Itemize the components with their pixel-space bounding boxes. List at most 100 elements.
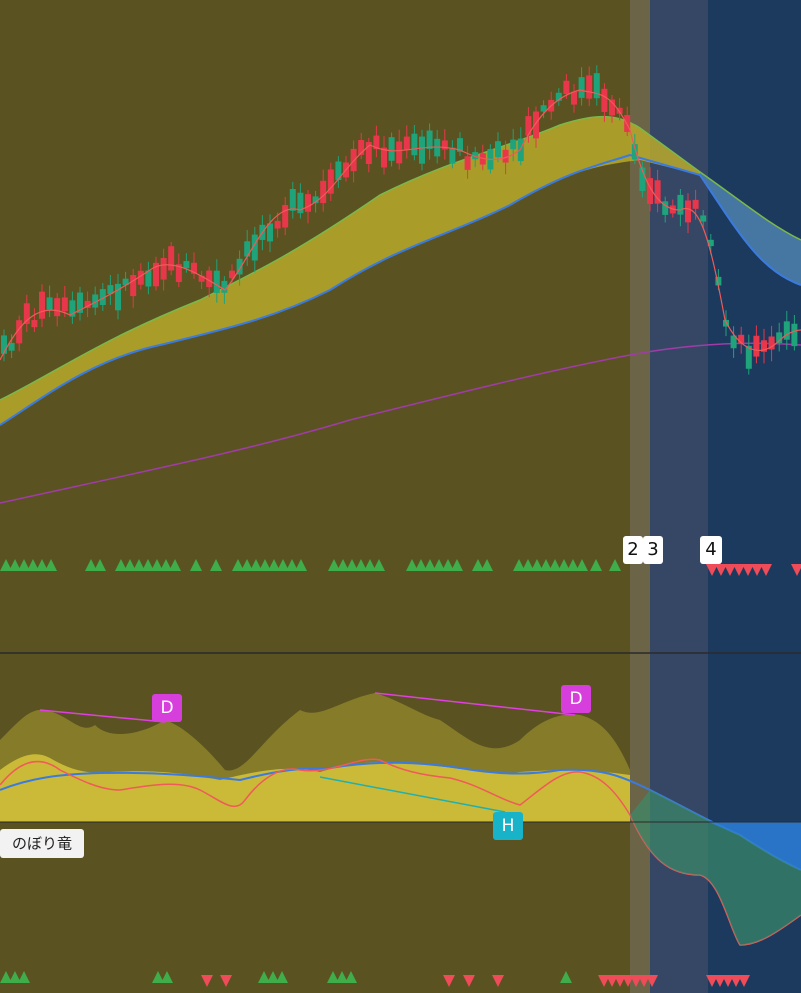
candle-body bbox=[388, 137, 395, 161]
candle-body bbox=[738, 334, 745, 344]
indicator-box bbox=[0, 829, 84, 858]
signal-up bbox=[522, 559, 534, 571]
candle-body bbox=[84, 300, 91, 308]
candle-body bbox=[122, 278, 129, 286]
signal-down bbox=[622, 975, 634, 987]
signal-up bbox=[115, 559, 127, 571]
candle-body bbox=[563, 80, 570, 94]
signal-up bbox=[277, 559, 289, 571]
signal-up bbox=[276, 971, 288, 983]
ma-blue bbox=[0, 153, 801, 426]
candle-body bbox=[327, 169, 334, 194]
signal-up bbox=[286, 559, 298, 571]
candle-body bbox=[244, 241, 251, 257]
signal-down bbox=[722, 975, 734, 987]
signal-down bbox=[492, 975, 504, 987]
candle-body bbox=[783, 321, 790, 340]
signal-down bbox=[742, 564, 754, 576]
candle-body bbox=[609, 99, 615, 116]
signal-up bbox=[142, 559, 154, 571]
signal-up bbox=[18, 971, 30, 983]
signal-up bbox=[424, 559, 436, 571]
candle-body bbox=[662, 201, 669, 215]
signal-up bbox=[133, 559, 145, 571]
candle-body bbox=[525, 116, 532, 136]
signal-up bbox=[160, 559, 172, 571]
oscillator-blue bbox=[0, 761, 801, 871]
candle-body bbox=[130, 275, 137, 297]
marker-label: 4 bbox=[705, 539, 716, 560]
candle-body bbox=[153, 262, 159, 287]
candle-body bbox=[677, 194, 684, 215]
candle-body bbox=[601, 88, 608, 112]
signal-down bbox=[751, 564, 763, 576]
candle-body bbox=[115, 283, 121, 311]
candle-body bbox=[297, 192, 304, 214]
candle-body bbox=[1, 335, 7, 354]
candle-body bbox=[396, 141, 403, 164]
signal-up bbox=[258, 971, 270, 983]
candle-body bbox=[571, 91, 577, 105]
candle-body bbox=[707, 239, 714, 247]
candle-body bbox=[137, 270, 144, 285]
candle-body bbox=[213, 270, 220, 293]
cloud-band-down bbox=[700, 172, 801, 285]
candle-body bbox=[175, 264, 182, 283]
candle-body bbox=[791, 323, 798, 347]
signal-down bbox=[598, 975, 610, 987]
signal-up bbox=[259, 559, 271, 571]
signal-up bbox=[355, 559, 367, 571]
candle-body bbox=[776, 332, 783, 343]
candle-body bbox=[692, 199, 699, 209]
signal-up bbox=[336, 971, 348, 983]
candle-body bbox=[274, 220, 281, 229]
signal-up bbox=[124, 559, 136, 571]
candle-body bbox=[198, 275, 205, 282]
candle-body bbox=[107, 285, 114, 295]
candle-body bbox=[631, 144, 638, 160]
candle-body bbox=[593, 73, 600, 99]
signal-up bbox=[267, 971, 279, 983]
signal-down bbox=[614, 975, 626, 987]
divergence-line bbox=[319, 776, 506, 813]
signal-up bbox=[406, 559, 418, 571]
signal-row bbox=[0, 559, 801, 576]
candle-body bbox=[61, 297, 68, 312]
candle-body bbox=[183, 261, 190, 269]
signal-up bbox=[161, 971, 173, 983]
signal-up bbox=[373, 559, 385, 571]
candle-body bbox=[403, 136, 410, 150]
signal-up bbox=[346, 559, 358, 571]
signal-up bbox=[472, 559, 484, 571]
signal-up bbox=[513, 559, 525, 571]
candle-body bbox=[350, 148, 357, 172]
signal-up bbox=[531, 559, 543, 571]
signal-up bbox=[364, 559, 376, 571]
signal-down bbox=[220, 975, 232, 987]
candle-body bbox=[365, 142, 372, 165]
candle-body bbox=[145, 270, 152, 287]
signal-down bbox=[646, 975, 658, 987]
signal-up bbox=[94, 559, 106, 571]
divergence-line bbox=[374, 692, 576, 716]
signal-down bbox=[638, 975, 650, 987]
candles bbox=[1, 65, 798, 375]
divergence-label: H bbox=[502, 816, 515, 836]
candle-body bbox=[768, 336, 775, 350]
candle-body bbox=[381, 147, 387, 168]
oscillator-blue-area bbox=[708, 822, 801, 870]
signal-up bbox=[151, 559, 163, 571]
signal-down bbox=[760, 564, 772, 576]
signal-up bbox=[190, 559, 202, 571]
candle-body bbox=[533, 111, 539, 139]
candle-body bbox=[419, 136, 425, 164]
signal-up bbox=[0, 559, 12, 571]
divergence-box bbox=[152, 694, 182, 722]
signal-up bbox=[337, 559, 349, 571]
signal-up bbox=[232, 559, 244, 571]
signal-down bbox=[724, 564, 736, 576]
candle-body bbox=[54, 298, 61, 317]
signal-down bbox=[443, 975, 455, 987]
